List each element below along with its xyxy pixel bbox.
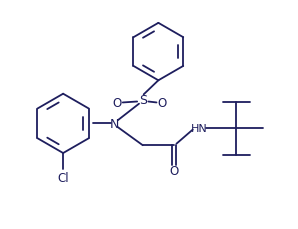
Text: HN: HN	[191, 123, 207, 134]
Text: N: N	[110, 117, 119, 130]
Text: S: S	[139, 94, 147, 107]
Text: O: O	[169, 164, 179, 177]
Text: O: O	[113, 97, 122, 109]
Text: Cl: Cl	[57, 171, 69, 184]
Text: O: O	[157, 97, 167, 109]
